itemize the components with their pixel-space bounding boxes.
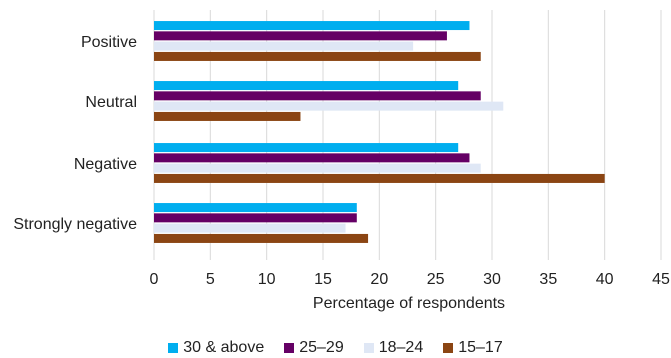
x-tick-label: 5 [206, 271, 215, 288]
legend-item: 15–17 [443, 339, 503, 357]
bar [154, 213, 357, 223]
bar [154, 163, 481, 173]
bar [154, 21, 470, 31]
x-tick-label: 10 [258, 271, 276, 288]
x-tick-label: 20 [370, 271, 388, 288]
category-label: Neutral [85, 94, 137, 111]
bar [154, 51, 481, 61]
legend-swatch [443, 343, 454, 353]
legend-swatch [284, 343, 295, 353]
category-label: Positive [81, 34, 137, 51]
legend-swatch [168, 343, 179, 353]
x-tick-label: 45 [652, 271, 670, 288]
bar [154, 203, 357, 213]
bar [154, 91, 481, 101]
bar [154, 153, 470, 163]
legend-item: 18–24 [363, 339, 424, 357]
x-tick-label: 25 [427, 271, 445, 288]
bars [154, 21, 605, 243]
category-labels: Positive Neutral Negative Strongly negative [13, 34, 137, 233]
category-label: Strongly negative [13, 216, 137, 233]
legend: 30 & above 25–29 18–24 15–17 [0, 338, 671, 358]
bar [154, 101, 504, 111]
chart: Positive Neutral Negative Strongly negative… [13, 10, 670, 312]
x-tick-label: 0 [150, 271, 159, 288]
legend-label: 15–17 [458, 339, 503, 356]
category-label: Negative [74, 156, 137, 173]
bar [154, 143, 459, 153]
legend-label: 25–29 [299, 339, 344, 356]
gridlines [153, 10, 662, 260]
bar [154, 81, 459, 91]
bar [154, 223, 346, 233]
bar [154, 233, 369, 243]
legend-label: 18–24 [378, 339, 424, 356]
legend-item: 25–29 [284, 339, 344, 357]
x-tick-label: 35 [539, 271, 557, 288]
bar [154, 41, 414, 51]
legend-swatch [363, 343, 374, 353]
legend-item: 30 & above [168, 339, 264, 357]
x-axis-title: Percentage of respondents [313, 295, 505, 312]
legend-label: 30 & above [183, 339, 265, 356]
bar [154, 173, 605, 183]
bar [154, 111, 301, 121]
x-tick-labels: 0 5 10 15 20 25 30 35 40 45 [150, 271, 670, 288]
bar [154, 31, 447, 41]
x-tick-label: 30 [483, 271, 501, 288]
x-tick-label: 40 [596, 271, 614, 288]
x-tick-label: 15 [314, 271, 332, 288]
